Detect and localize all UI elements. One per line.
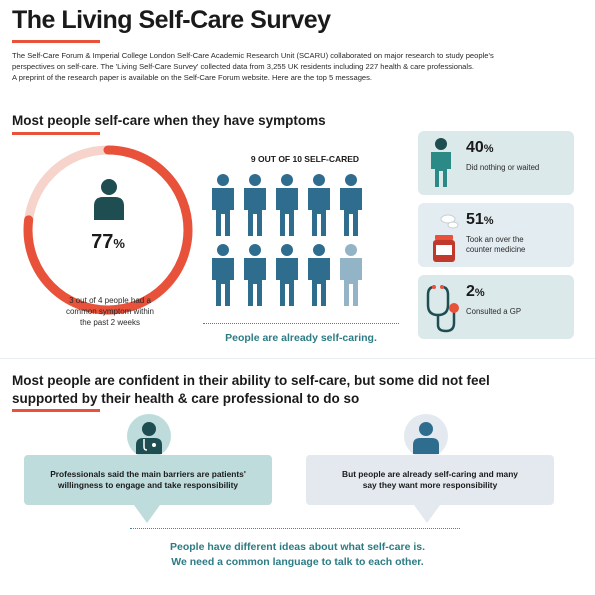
self-cared-person-icon: [212, 244, 234, 306]
stat-unit: %: [474, 287, 485, 299]
ring-caption: 3 out of 4 people had a common symptom w…: [40, 295, 180, 328]
section2-heading-line: supported by their health & care profess…: [12, 391, 360, 406]
section2-underline: [12, 409, 100, 412]
stethoscope-icon: [426, 285, 459, 333]
stat-number: 51: [466, 211, 484, 228]
ring-percentage: 77%: [62, 231, 154, 254]
page-title: The Living Self-Care Survey: [12, 6, 331, 34]
self-cared-person-icon: [340, 174, 362, 236]
people-grid: [206, 174, 396, 314]
stat-value: 51%: [466, 211, 494, 229]
stat-number: 2: [466, 283, 475, 300]
stat-number: 40: [466, 139, 484, 156]
dotted-divider: [130, 528, 460, 529]
professionals-bubble-text: Professionals said the main barriers are…: [32, 469, 264, 491]
stat-label: Took an over the counter medicine: [466, 235, 570, 255]
patient-avatar: [404, 414, 448, 458]
doctor-avatar: [127, 414, 171, 458]
stat-card-did-nothing: 40% Did nothing or waited: [418, 131, 574, 195]
stat-label-line: Did nothing or waited: [466, 163, 540, 172]
bubble-tail: [134, 505, 160, 523]
nine-of-ten-heading: 9 OUT OF 10 SELF-CARED: [250, 154, 360, 164]
intro-line: perspectives on self-care. The 'Living S…: [12, 62, 475, 71]
self-cared-person-icon: [276, 244, 298, 306]
percentage-ring: [23, 145, 193, 315]
person-icon: [94, 179, 124, 220]
bubble-line: Professionals said the main barriers are…: [50, 469, 246, 479]
professionals-bubble: Professionals said the main barriers are…: [24, 455, 272, 505]
stat-card-otc-medicine: 51% Took an over the counter medicine: [418, 203, 574, 267]
stat-label-line: counter medicine: [466, 245, 526, 254]
standing-person-icon: [431, 138, 451, 187]
intro-line: A preprint of the research paper is avai…: [12, 73, 373, 82]
ring-fill: [23, 145, 193, 315]
title-underline: [12, 40, 100, 43]
medicine-bottle-icon: [433, 214, 459, 262]
not-self-cared-person-icon: [340, 244, 362, 306]
stat-unit: %: [483, 143, 494, 155]
intro-text: The Self-Care Forum & Imperial College L…: [12, 50, 587, 83]
self-cared-person-icon: [308, 244, 330, 306]
stat-value: 40%: [466, 139, 494, 157]
ring-caption-line: common symptom within: [65, 307, 155, 316]
stat-card-consulted-gp: 2% Consulted a GP: [418, 275, 574, 339]
ring-caption-line: 3 out of 4 people had a: [69, 296, 151, 305]
section-separator: [0, 358, 595, 359]
stat-value: 2%: [466, 283, 485, 301]
people-bubble: But people are already self-caring and m…: [306, 455, 554, 505]
section2-heading-line: Most people are confident in their abili…: [12, 373, 490, 388]
stat-label: Consulted a GP: [466, 307, 570, 317]
common-language-message: People have different ideas about what s…: [100, 540, 495, 570]
section2-heading: Most people are confident in their abili…: [12, 372, 572, 408]
people-bubble-text: But people are already self-caring and m…: [314, 469, 546, 491]
self-cared-person-icon: [212, 174, 234, 236]
stat-label: Did nothing or waited: [466, 163, 570, 173]
bubble-line: willingness to engage and take responsib…: [57, 480, 239, 490]
message-line: People have different ideas about what s…: [170, 541, 425, 553]
ring-unit: %: [113, 236, 125, 251]
self-cared-person-icon: [308, 174, 330, 236]
stat-label-line: Took an over the: [466, 235, 524, 244]
section1-heading: Most people self-care when they have sym…: [12, 113, 326, 128]
intro-line: The Self-Care Forum & Imperial College L…: [12, 51, 494, 60]
dotted-divider: [203, 323, 399, 324]
section1-underline: [12, 132, 100, 135]
message-line: We need a common language to talk to eac…: [171, 556, 424, 568]
self-cared-person-icon: [276, 174, 298, 236]
ring-caption-line: the past 2 weeks: [79, 318, 141, 327]
bubble-tail: [414, 505, 440, 523]
self-cared-person-icon: [244, 174, 266, 236]
patient-icon: [413, 422, 439, 454]
bubble-line: say they want more responsibility: [362, 480, 498, 490]
stat-unit: %: [483, 215, 494, 227]
ring-value: 77: [91, 231, 114, 253]
bubble-line: But people are already self-caring and m…: [342, 469, 518, 479]
already-self-caring-text: People are already self-caring.: [225, 332, 377, 344]
self-cared-person-icon: [244, 244, 266, 306]
doctor-icon: [136, 422, 162, 454]
stat-label-line: Consulted a GP: [466, 307, 522, 316]
